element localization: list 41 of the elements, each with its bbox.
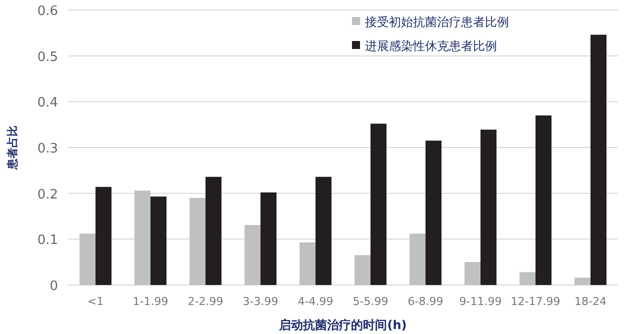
bar: [300, 242, 316, 285]
x-tick-label: 9-11.99: [459, 295, 502, 308]
x-tick-label: 4-4.99: [298, 295, 334, 308]
legend-label: 进展感染性休克患者比例: [365, 39, 497, 53]
y-tick-label: 0.2: [37, 187, 58, 202]
y-tick-label: 0.6: [37, 4, 58, 19]
x-tick-label: 18-24: [574, 295, 606, 308]
y-tick-label: 0.1: [37, 233, 58, 248]
bar: [134, 190, 150, 285]
y-tick-label: 0: [50, 279, 58, 294]
y-axis-title: 患者占比: [6, 126, 19, 170]
bar: [480, 130, 496, 285]
bar: [574, 278, 590, 285]
x-tick-label: <1: [87, 295, 104, 308]
x-tick-label: 1-1.99: [132, 295, 168, 308]
bar: [316, 176, 332, 285]
x-tick-label: 2-2.99: [188, 295, 224, 308]
y-tick-label: 0.3: [37, 142, 58, 156]
legend-label: 接受初始抗菌治疗患者比例: [365, 15, 509, 29]
bar: [96, 186, 112, 285]
bar: [354, 255, 370, 285]
bar: [520, 272, 536, 285]
bar: [150, 196, 166, 285]
bar: [206, 176, 222, 285]
bar: [190, 198, 206, 285]
y-tick-label: 0.4: [37, 96, 58, 111]
bar: [410, 234, 426, 285]
bar: [260, 192, 276, 285]
x-axis-title: 启动抗菌治疗的时间(h): [278, 318, 407, 332]
bar: [370, 124, 386, 285]
bar: [590, 34, 606, 285]
bar: [244, 224, 260, 285]
x-tick-label: 6-8.99: [408, 295, 444, 308]
bar: [464, 262, 480, 285]
x-tick-label: 5-5.99: [352, 295, 388, 308]
y-tick-label: 0.5: [37, 50, 58, 65]
bar: [536, 115, 552, 285]
x-tick-label: 3-3.99: [242, 295, 278, 308]
bar: [80, 234, 96, 285]
bar: [426, 140, 442, 285]
x-tick-label: 12-17.99: [510, 295, 560, 308]
